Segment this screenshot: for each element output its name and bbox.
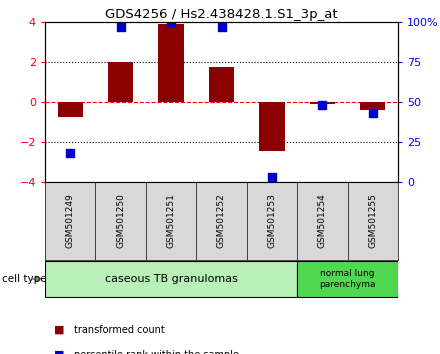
Bar [310, 102, 335, 104]
Text: cell type: cell type [2, 274, 47, 284]
Point [168, 19, 175, 25]
Text: GSM501250: GSM501250 [116, 194, 125, 249]
Bar [259, 102, 285, 151]
Bar [360, 102, 385, 110]
Text: percentile rank within the sample: percentile rank within the sample [73, 350, 238, 354]
Bar [58, 102, 83, 117]
Bar [209, 67, 234, 102]
Text: ■: ■ [54, 350, 64, 354]
Text: normal lung
parenchyma: normal lung parenchyma [319, 269, 376, 289]
Text: GSM501252: GSM501252 [217, 194, 226, 249]
Point [319, 102, 326, 108]
Point [268, 175, 275, 180]
Text: GSM501253: GSM501253 [268, 194, 276, 249]
Text: GSM501251: GSM501251 [167, 194, 176, 249]
Text: transformed count: transformed count [73, 325, 165, 335]
Point [218, 24, 225, 30]
Bar [158, 24, 183, 102]
Text: GSM501255: GSM501255 [368, 194, 377, 249]
Title: GDS4256 / Hs2.438428.1.S1_3p_at: GDS4256 / Hs2.438428.1.S1_3p_at [105, 8, 338, 21]
FancyBboxPatch shape [45, 261, 297, 297]
Text: caseous TB granulomas: caseous TB granulomas [105, 274, 238, 284]
Text: ■: ■ [54, 325, 64, 335]
Point [369, 110, 376, 116]
Text: GSM501249: GSM501249 [66, 194, 75, 249]
Point [117, 24, 124, 30]
Point [67, 150, 74, 156]
Bar [108, 62, 133, 102]
Text: GSM501254: GSM501254 [318, 194, 327, 249]
FancyBboxPatch shape [297, 261, 398, 297]
